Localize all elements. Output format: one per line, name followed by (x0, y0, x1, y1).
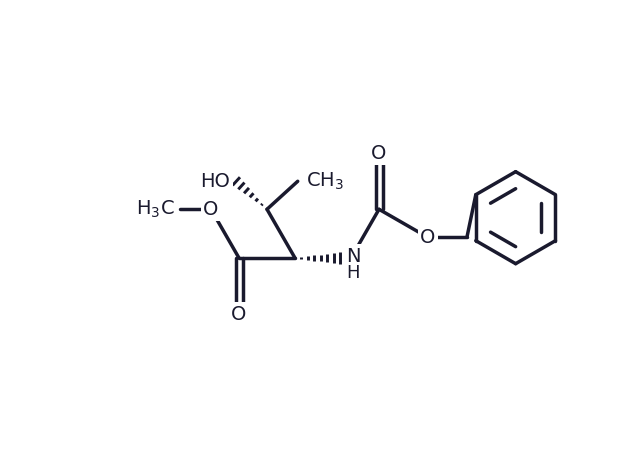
Text: H: H (346, 264, 360, 282)
Text: O: O (204, 200, 219, 219)
Text: O: O (420, 228, 435, 247)
Text: CH$_3$: CH$_3$ (306, 171, 344, 192)
Text: O: O (371, 144, 387, 163)
Text: O: O (231, 305, 246, 323)
Text: N: N (346, 246, 360, 266)
Text: HO: HO (200, 172, 230, 191)
Text: H$_3$C: H$_3$C (136, 199, 174, 220)
